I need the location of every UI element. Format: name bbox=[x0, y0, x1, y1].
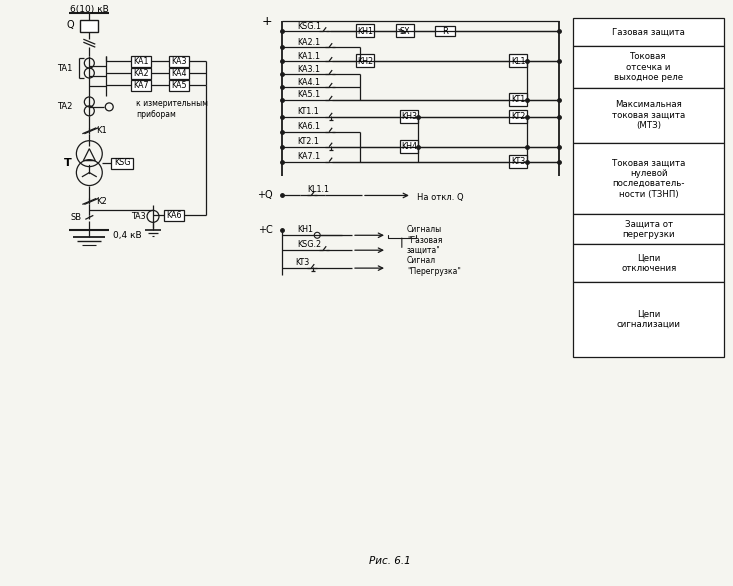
Text: Защита от
перегрузки: Защита от перегрузки bbox=[622, 220, 675, 239]
Text: 0,4 кВ: 0,4 кВ bbox=[113, 231, 141, 240]
Bar bbox=[131, 56, 151, 67]
Text: KH2: KH2 bbox=[357, 57, 373, 66]
Text: Рис. 6.1: Рис. 6.1 bbox=[369, 556, 410, 565]
Text: KA2: KA2 bbox=[133, 69, 149, 78]
Text: KA1.1: KA1.1 bbox=[298, 52, 320, 60]
Text: KA5.1: KA5.1 bbox=[298, 90, 320, 100]
Bar bbox=[509, 93, 527, 106]
Text: T: T bbox=[64, 158, 71, 168]
Text: 6(10) кВ: 6(10) кВ bbox=[70, 5, 108, 14]
Text: KH1: KH1 bbox=[298, 225, 313, 234]
Bar bbox=[573, 18, 724, 46]
Text: TA1: TA1 bbox=[57, 63, 73, 73]
Text: KA6: KA6 bbox=[166, 211, 182, 220]
Text: KT1: KT1 bbox=[511, 96, 526, 104]
Bar bbox=[399, 139, 418, 153]
Text: KH4: KH4 bbox=[401, 142, 417, 151]
Bar bbox=[356, 24, 374, 38]
Text: KT3: KT3 bbox=[511, 157, 526, 166]
Text: KA4: KA4 bbox=[171, 69, 187, 78]
Bar bbox=[169, 56, 189, 67]
Bar bbox=[509, 155, 527, 168]
Text: KA5: KA5 bbox=[171, 81, 187, 90]
Bar bbox=[573, 88, 724, 143]
Text: KA3.1: KA3.1 bbox=[298, 64, 320, 74]
Text: SB: SB bbox=[70, 213, 81, 222]
Bar bbox=[509, 110, 527, 123]
Bar bbox=[573, 143, 724, 214]
Text: KSG.2: KSG.2 bbox=[298, 240, 322, 248]
Bar bbox=[81, 21, 98, 32]
Text: KA4.1: KA4.1 bbox=[298, 77, 320, 87]
Bar bbox=[396, 24, 413, 38]
Text: TA3: TA3 bbox=[131, 212, 146, 221]
Bar bbox=[111, 158, 133, 169]
Text: Цепи
сигнализации: Цепи сигнализации bbox=[616, 309, 681, 329]
Text: K1: K1 bbox=[96, 126, 107, 135]
Text: KA2.1: KA2.1 bbox=[298, 38, 320, 47]
Text: KA3: KA3 bbox=[171, 57, 187, 66]
Bar bbox=[435, 26, 454, 36]
Bar bbox=[573, 46, 724, 88]
Text: к измерительным
приборам: к измерительным приборам bbox=[136, 99, 208, 118]
Text: KT3: KT3 bbox=[295, 258, 309, 267]
Text: KA6.1: KA6.1 bbox=[298, 122, 320, 131]
Text: +C: +C bbox=[258, 225, 273, 236]
Bar bbox=[573, 282, 724, 357]
Text: +Q: +Q bbox=[257, 190, 273, 200]
Bar bbox=[573, 244, 724, 282]
Text: +: + bbox=[262, 15, 273, 28]
Text: Цепи
отключения: Цепи отключения bbox=[621, 253, 677, 273]
Text: Токовая защита
нулевой
последователь-
ности (ТЗНП): Токовая защита нулевой последователь- но… bbox=[612, 158, 685, 199]
Text: KT2: KT2 bbox=[511, 113, 526, 121]
Text: Максимальная
токовая защита
(МТЗ): Максимальная токовая защита (МТЗ) bbox=[612, 100, 685, 130]
Text: KH1: KH1 bbox=[357, 27, 373, 36]
Bar bbox=[399, 110, 418, 123]
Text: KH3: KH3 bbox=[401, 113, 417, 121]
Text: Газовая защита: Газовая защита bbox=[612, 28, 685, 37]
Text: KA1: KA1 bbox=[133, 57, 149, 66]
Text: KSG: KSG bbox=[114, 158, 130, 167]
Text: KL1.1: KL1.1 bbox=[307, 185, 329, 194]
Text: KA7: KA7 bbox=[133, 81, 149, 90]
Bar bbox=[131, 68, 151, 79]
Bar bbox=[131, 80, 151, 91]
Bar bbox=[573, 214, 724, 244]
Text: На откл. Q: На откл. Q bbox=[417, 193, 463, 202]
Text: Сигнал
"Перегрузка": Сигнал "Перегрузка" bbox=[407, 257, 460, 276]
Text: KA7.1: KA7.1 bbox=[298, 152, 320, 161]
Text: KT1.1: KT1.1 bbox=[298, 107, 319, 117]
Text: Q: Q bbox=[67, 21, 74, 30]
Bar bbox=[164, 210, 184, 222]
Bar bbox=[356, 54, 374, 67]
Text: KL1: KL1 bbox=[511, 57, 526, 66]
Bar bbox=[169, 80, 189, 91]
Text: K2: K2 bbox=[96, 197, 107, 206]
Text: KSG.1: KSG.1 bbox=[298, 22, 321, 31]
Text: KT2.1: KT2.1 bbox=[298, 137, 319, 146]
Text: TA2: TA2 bbox=[57, 103, 73, 111]
Text: R: R bbox=[442, 27, 448, 36]
Text: Сигналы
"Газовая
защита": Сигналы "Газовая защита" bbox=[407, 226, 442, 255]
Bar bbox=[509, 54, 527, 67]
Text: Токовая
отсечка и
выходное реле: Токовая отсечка и выходное реле bbox=[614, 52, 683, 82]
Text: SX: SX bbox=[399, 27, 410, 36]
Bar bbox=[169, 68, 189, 79]
